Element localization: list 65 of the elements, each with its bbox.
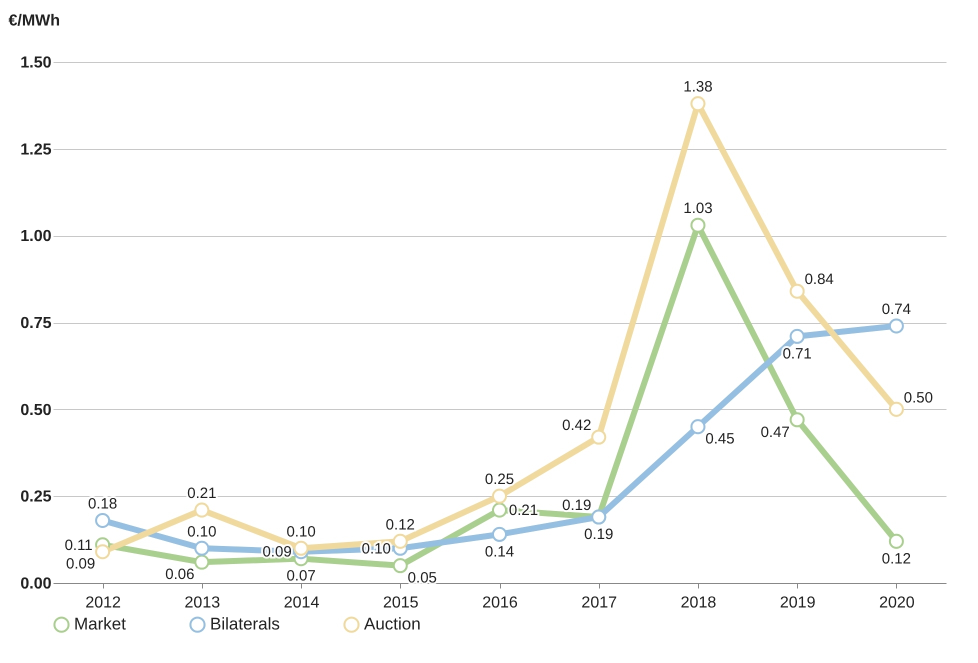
x-tick-label: 2013 [184,594,220,612]
point [95,512,110,528]
data-label: 0.42 [562,417,592,434]
point [790,284,805,299]
data-label: 1.03 [683,200,713,218]
y-axis-title: €/MWh [8,12,60,30]
x-tick-label: 2012 [85,594,122,612]
point [194,540,210,556]
point [492,526,508,542]
y-tick-label: 1.25 [20,141,52,158]
x-tick-label: 2015 [382,594,419,612]
data-label: 0.21 [187,485,216,502]
point [392,534,408,549]
x-tick-label: 2014 [284,594,320,612]
data-label: 0.10 [286,523,316,540]
point [492,502,508,518]
data-label: 0.11 [64,536,93,554]
y-tick-label: 0.00 [20,576,52,592]
point [392,558,408,574]
x-tick-label: 2020 [879,594,915,612]
point [888,318,904,334]
y-tick-label: 1.00 [20,228,52,246]
point [294,540,309,556]
y-tick-label: 0.75 [20,315,52,332]
data-label: 0.12 [386,516,415,534]
data-label: 0.84 [804,271,834,288]
data-label: 0.12 [882,550,911,568]
point [690,419,706,434]
data-label: 0.18 [88,495,118,512]
x-tick-label: 2019 [780,594,816,612]
y-tick-label: 0.50 [20,402,52,419]
y-tick-label: 0.25 [20,488,52,506]
data-label: 1.38 [683,78,713,96]
point [194,502,210,518]
legend-label: Bilaterals [210,614,280,634]
x-tick-label: 2017 [581,594,618,612]
point [790,412,805,428]
point [888,402,904,417]
data-label: 0.50 [904,389,933,406]
data-label: 0.10 [187,523,216,540]
data-label: 0.47 [760,424,790,441]
point [690,218,706,233]
legend-label: Auction [364,614,421,634]
point [690,96,706,112]
y-tick-label: 1.50 [20,54,52,72]
point [194,554,210,570]
point [492,488,508,504]
point [95,544,110,560]
data-label: 0.07 [286,568,316,585]
point [591,430,606,445]
data-label: 0.05 [408,570,437,587]
data-label: 0.09 [66,556,96,573]
data-label: 0.71 [782,345,812,362]
data-label: 0.19 [562,497,592,514]
data-label: 0.45 [705,430,735,448]
data-label: 0.19 [584,526,614,544]
data-label: 0.25 [484,471,514,488]
point [790,328,805,344]
data-label: 0.06 [165,566,194,584]
point [888,534,904,549]
x-tick-label: 2018 [680,594,716,612]
legend-label: Market [74,614,126,634]
data-label: 0.14 [484,543,514,560]
data-label: 0.74 [882,300,911,318]
x-tick-label: 2016 [482,594,518,612]
